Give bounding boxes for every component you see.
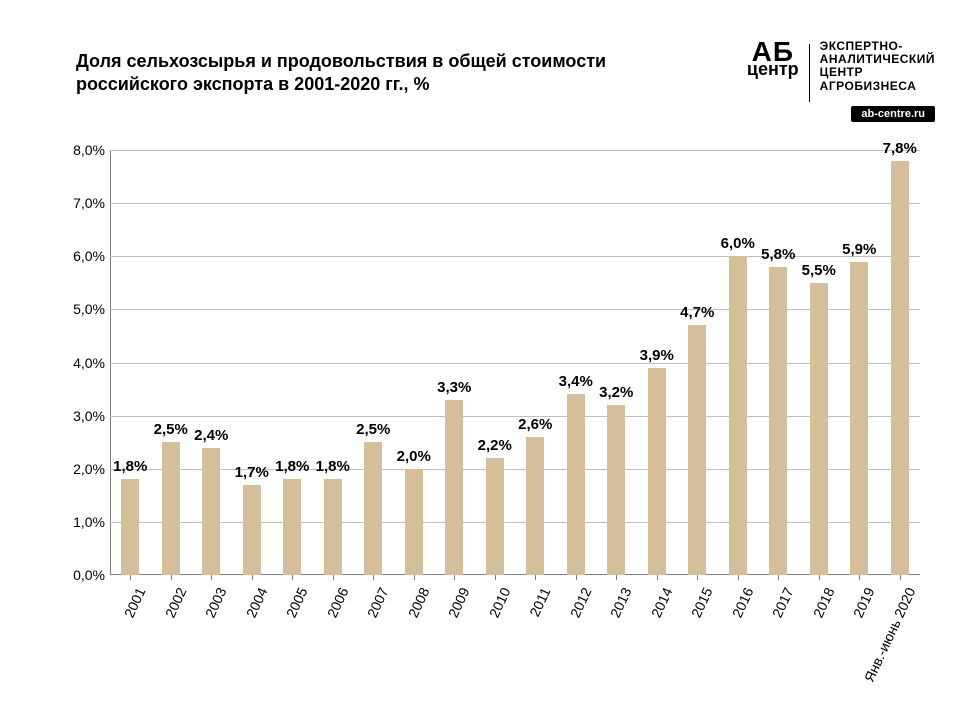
bar [891, 161, 909, 575]
x-tick [252, 575, 253, 580]
value-label: 5,9% [842, 241, 876, 258]
bar [567, 394, 585, 575]
value-label: 5,8% [761, 246, 795, 263]
bar [324, 479, 342, 575]
x-tick [414, 575, 415, 580]
x-tick [738, 575, 739, 580]
logo: АБ центр ЭКСПЕРТНО- АНАЛИТИЧЕСКИЙ ЦЕНТР … [747, 40, 935, 102]
x-tick [657, 575, 658, 580]
value-label: 5,5% [802, 262, 836, 279]
value-label: 3,9% [640, 347, 674, 364]
value-label: 2,5% [356, 421, 390, 438]
grid-line [110, 150, 920, 151]
grid-line [110, 203, 920, 204]
logo-tagline-l3: ЦЕНТР [820, 66, 935, 79]
x-tick [373, 575, 374, 580]
x-tick [333, 575, 334, 580]
grid-line [110, 522, 920, 523]
value-label: 2,5% [154, 421, 188, 438]
value-label: 6,0% [721, 235, 755, 252]
bar [445, 400, 463, 575]
bar [729, 256, 747, 575]
value-label: 2,0% [397, 448, 431, 465]
grid-line [110, 256, 920, 257]
x-tick [616, 575, 617, 580]
x-tick [454, 575, 455, 580]
y-tick-label: 5,0% [50, 301, 105, 317]
logo-ab-line2: центр [747, 62, 799, 77]
y-tick-label: 4,0% [50, 355, 105, 371]
bar [648, 368, 666, 575]
page: Доля сельхозсырья и продовольствия в общ… [0, 0, 960, 720]
x-tick [778, 575, 779, 580]
bar [688, 325, 706, 575]
x-tick [495, 575, 496, 580]
logo-separator [809, 44, 810, 102]
value-label: 2,2% [478, 437, 512, 454]
logo-tagline-l4: АГРОБИЗНЕСА [820, 80, 935, 93]
y-tick-label: 0,0% [50, 567, 105, 583]
chart-title: Доля сельхозсырья и продовольствия в общ… [76, 50, 636, 97]
value-label: 1,8% [316, 458, 350, 475]
logo-url: ab-centre.ru [851, 106, 935, 122]
bar [405, 469, 423, 575]
bar [202, 448, 220, 576]
value-label: 3,4% [559, 373, 593, 390]
y-tick-label: 2,0% [50, 461, 105, 477]
y-tick-label: 8,0% [50, 142, 105, 158]
bar [486, 458, 504, 575]
value-label: 3,2% [599, 384, 633, 401]
x-tick [697, 575, 698, 580]
bar [810, 283, 828, 575]
y-tick-label: 1,0% [50, 514, 105, 530]
value-label: 2,6% [518, 416, 552, 433]
bar [607, 405, 625, 575]
bar [162, 442, 180, 575]
x-tick [171, 575, 172, 580]
logo-ab: АБ центр [747, 40, 799, 77]
x-tick [535, 575, 536, 580]
x-tick [576, 575, 577, 580]
bar [121, 479, 139, 575]
grid-line [110, 363, 920, 364]
y-tick-label: 6,0% [50, 248, 105, 264]
y-tick-label: 7,0% [50, 195, 105, 211]
x-tick [819, 575, 820, 580]
grid-line [110, 309, 920, 310]
bar [526, 437, 544, 575]
value-label: 3,3% [437, 379, 471, 396]
x-tick [292, 575, 293, 580]
value-label: 2,4% [194, 427, 228, 444]
value-label: 7,8% [883, 140, 917, 157]
bar [283, 479, 301, 575]
y-tick-label: 3,0% [50, 408, 105, 424]
plot-area: 1,8%20012,5%20022,4%20031,7%20041,8%2005… [110, 150, 920, 575]
grid-line [110, 416, 920, 417]
bar [364, 442, 382, 575]
bar [243, 485, 261, 575]
x-tick-label: Янв.-июнь 2020 [904, 492, 960, 591]
bar [769, 267, 787, 575]
value-label: 1,8% [113, 458, 147, 475]
bar-chart: 1,8%20012,5%20022,4%20031,7%20041,8%2005… [50, 150, 930, 680]
logo-tagline: ЭКСПЕРТНО- АНАЛИТИЧЕСКИЙ ЦЕНТР АГРОБИЗНЕ… [820, 40, 935, 93]
bar [850, 262, 868, 575]
value-label: 1,8% [275, 458, 309, 475]
value-label: 4,7% [680, 304, 714, 321]
x-tick [900, 575, 901, 580]
x-tick [859, 575, 860, 580]
x-tick [211, 575, 212, 580]
value-label: 1,7% [235, 464, 269, 481]
grid-line [110, 469, 920, 470]
x-tick [130, 575, 131, 580]
